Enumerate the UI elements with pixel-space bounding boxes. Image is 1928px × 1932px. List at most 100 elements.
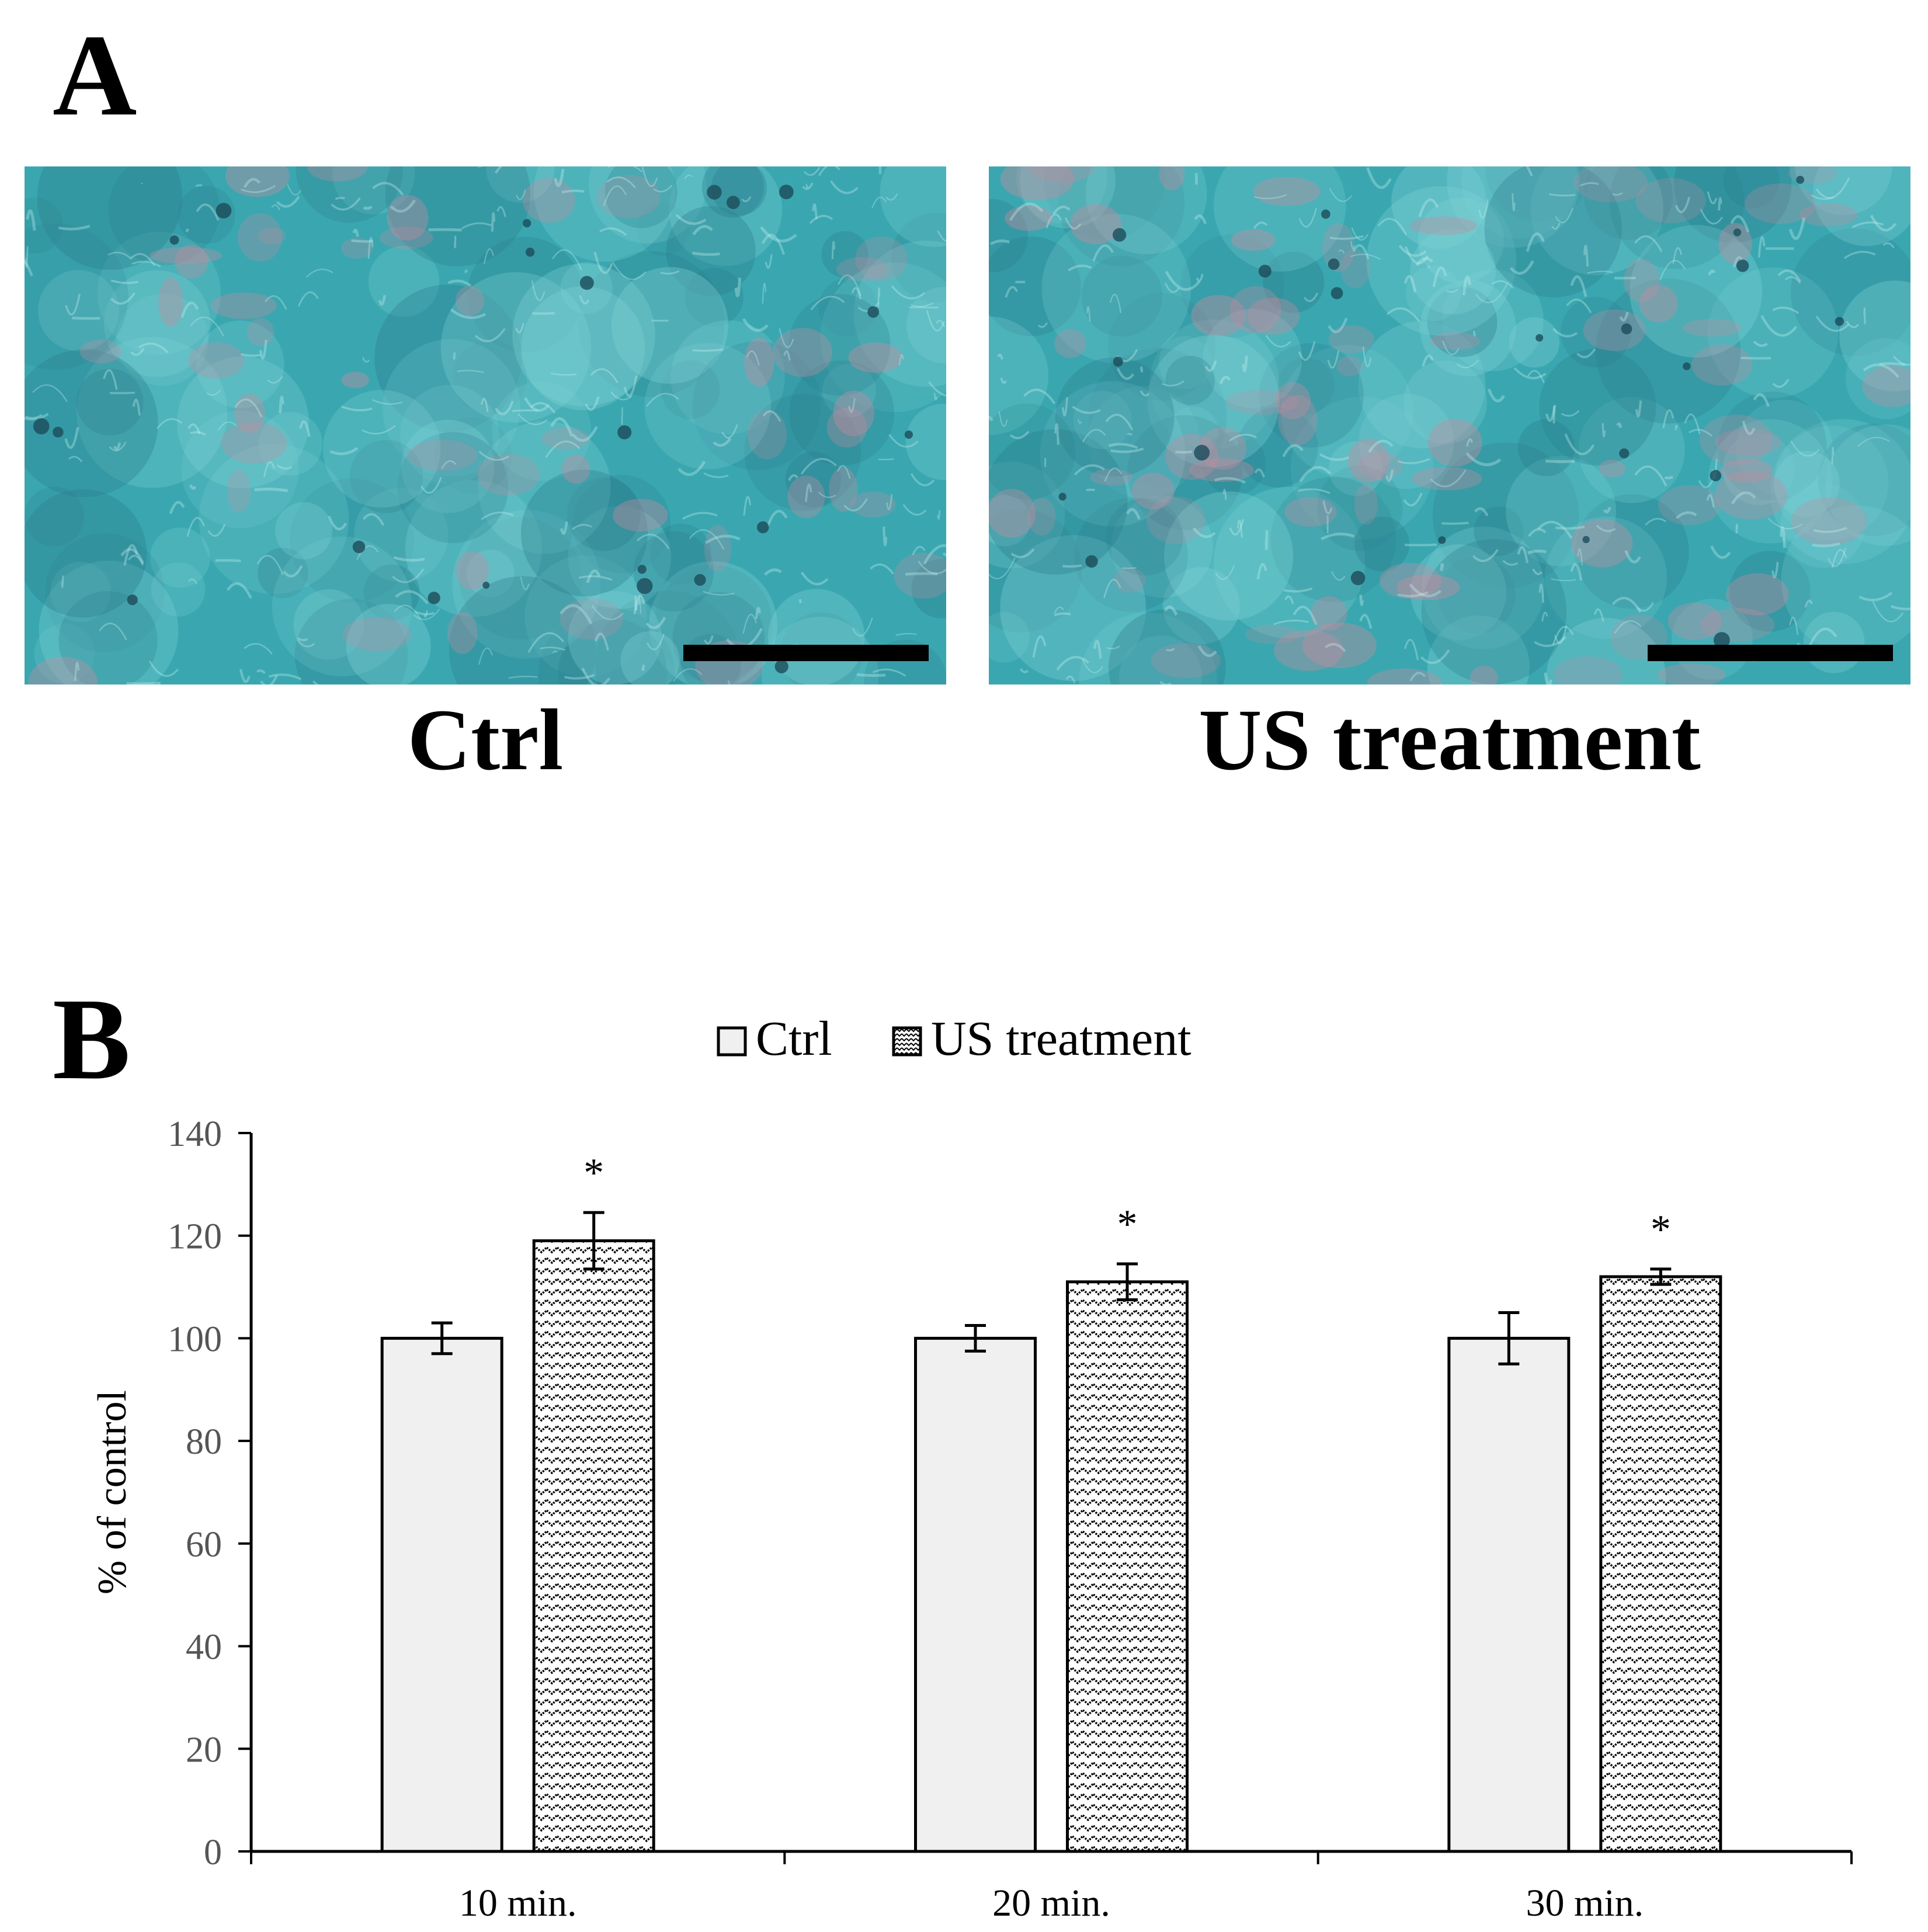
cell-membrane	[1328, 317, 1348, 333]
cytoplasm-patch	[1347, 438, 1389, 483]
cell-nucleus	[1331, 287, 1343, 300]
cell-membrane	[1010, 548, 1035, 558]
stain-patch	[103, 270, 211, 377]
cell-membrane	[1298, 488, 1331, 494]
cell-membrane	[1442, 340, 1460, 356]
stain-patch	[1088, 385, 1200, 499]
cell-membrane	[606, 176, 636, 189]
cell-membrane	[895, 633, 917, 636]
cell-membrane	[1706, 494, 1715, 508]
chart-axes	[238, 1132, 1853, 1864]
stain-patch	[605, 166, 678, 228]
cytoplasm-patch	[158, 277, 183, 327]
cell-nucleus	[1438, 536, 1446, 544]
stain-patch	[880, 166, 946, 248]
stain-patch	[744, 394, 861, 511]
cell-membrane	[215, 559, 241, 562]
legend-item-us-treatment-swatch	[892, 1026, 922, 1057]
cell-membrane	[1753, 340, 1768, 347]
cytoplasm-patch	[1412, 467, 1482, 491]
cell-membrane	[130, 348, 145, 356]
stain-patch	[467, 237, 583, 353]
cell-membrane	[243, 178, 260, 188]
cell-membrane	[1242, 356, 1248, 373]
cell-membrane	[1065, 675, 1076, 683]
cell-membrane	[1707, 269, 1716, 276]
stain-patch	[1447, 166, 1580, 248]
cell-membrane	[1352, 244, 1370, 260]
stain-patch	[1180, 234, 1284, 338]
cytoplasm-patch	[149, 247, 223, 264]
stain-patch	[524, 555, 647, 677]
cell-membrane	[551, 249, 582, 271]
cytoplasm-patch	[1191, 294, 1246, 336]
cell-membrane	[1785, 276, 1801, 284]
cell-membrane	[1811, 194, 1834, 200]
stain-patch	[786, 451, 842, 508]
stain-patch	[1162, 567, 1240, 644]
cell-membrane	[1366, 167, 1392, 189]
y-tick-label: 20	[186, 1730, 222, 1770]
cell-membrane	[195, 184, 203, 187]
cell-membrane	[805, 183, 809, 189]
cell-membrane	[1351, 227, 1368, 241]
cell-membrane	[530, 402, 556, 414]
cell-membrane	[1579, 182, 1599, 187]
cell-membrane	[1858, 592, 1893, 602]
cell-membrane	[1377, 218, 1408, 235]
stain-patch	[258, 547, 308, 599]
cell-membrane	[871, 196, 887, 209]
cell-membrane	[234, 398, 263, 418]
cell-membrane	[1544, 672, 1553, 684]
cell-nucleus	[1536, 333, 1544, 342]
cell-membrane	[621, 407, 623, 425]
cell-membrane	[888, 433, 919, 448]
cell-membrane	[517, 413, 548, 425]
cell-membrane	[1175, 450, 1193, 454]
bar-us-treatment	[1599, 1275, 1722, 1853]
cell-membrane	[1552, 626, 1574, 646]
cell-membrane	[818, 491, 836, 498]
cell-membrane	[1662, 409, 1675, 429]
stain-patch	[822, 363, 876, 418]
stain-patch	[1149, 319, 1280, 450]
cell-membrane	[584, 396, 600, 411]
stain-patch	[1108, 293, 1215, 401]
cell-membrane	[1502, 560, 1519, 566]
cell-membrane	[1616, 422, 1623, 429]
cell-membrane	[190, 431, 206, 436]
cell-membrane	[873, 668, 906, 677]
stain-patch	[1410, 228, 1496, 315]
bar-chart: Ctrl US treatment 0 20 40 60 80 100 120 140 % of …	[90, 1012, 1853, 1924]
cytoplasm-patch	[1028, 498, 1056, 536]
cytoplasm-patch	[613, 499, 668, 532]
stain-patch	[1546, 617, 1666, 684]
cytoplasm-patch	[1199, 427, 1247, 470]
cell-membrane	[762, 410, 781, 422]
stain-patch	[1020, 166, 1116, 229]
cell-membrane	[196, 203, 220, 221]
stain-patch	[1119, 635, 1202, 684]
cytoplasm-patch	[28, 656, 98, 684]
cell-membrane	[540, 647, 566, 651]
cell-membrane	[441, 460, 457, 470]
cytoplasm-patch	[1379, 562, 1441, 599]
cell-membrane	[1165, 283, 1180, 293]
cell-membrane	[279, 395, 284, 413]
cell-membrane	[1526, 166, 1533, 177]
stain-patch	[1359, 394, 1454, 489]
stain-patch	[1485, 166, 1592, 222]
cell-membrane	[1456, 360, 1479, 369]
cytoplasm-patch	[1274, 382, 1311, 419]
cell-membrane	[1127, 433, 1133, 436]
cytoplasm-patch	[79, 339, 121, 364]
micrograph-texture	[989, 166, 1910, 684]
cell-membrane	[545, 440, 581, 458]
cytoplasm-patch	[234, 394, 265, 433]
stain-patch	[1316, 465, 1403, 551]
cell-membrane	[180, 301, 199, 318]
cell-membrane	[1583, 245, 1589, 267]
cell-membrane	[103, 369, 118, 390]
cell-nucleus	[756, 521, 769, 534]
cell-membrane	[883, 526, 888, 547]
